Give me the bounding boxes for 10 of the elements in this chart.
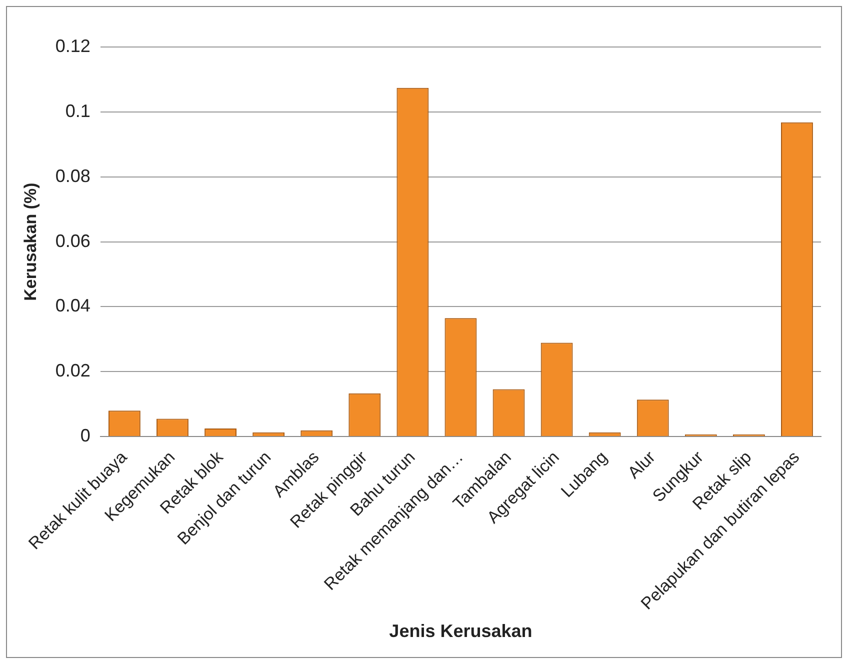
y-tick-label: 0 <box>80 426 90 446</box>
y-tick-label: 0.1 <box>65 100 90 121</box>
y-tick-label: 0.08 <box>55 166 90 186</box>
y-tick-label: 0.02 <box>55 360 90 381</box>
y-tick-label: 0.12 <box>55 36 90 56</box>
y-axis-title: Kerusakan (%) <box>20 182 40 301</box>
y-tick-label: 0.04 <box>55 296 90 316</box>
y-tick-label: 0.06 <box>55 230 90 251</box>
x-axis-title: Jenis Kerusakan <box>389 621 532 642</box>
x-tick-label: Alur <box>624 447 660 482</box>
